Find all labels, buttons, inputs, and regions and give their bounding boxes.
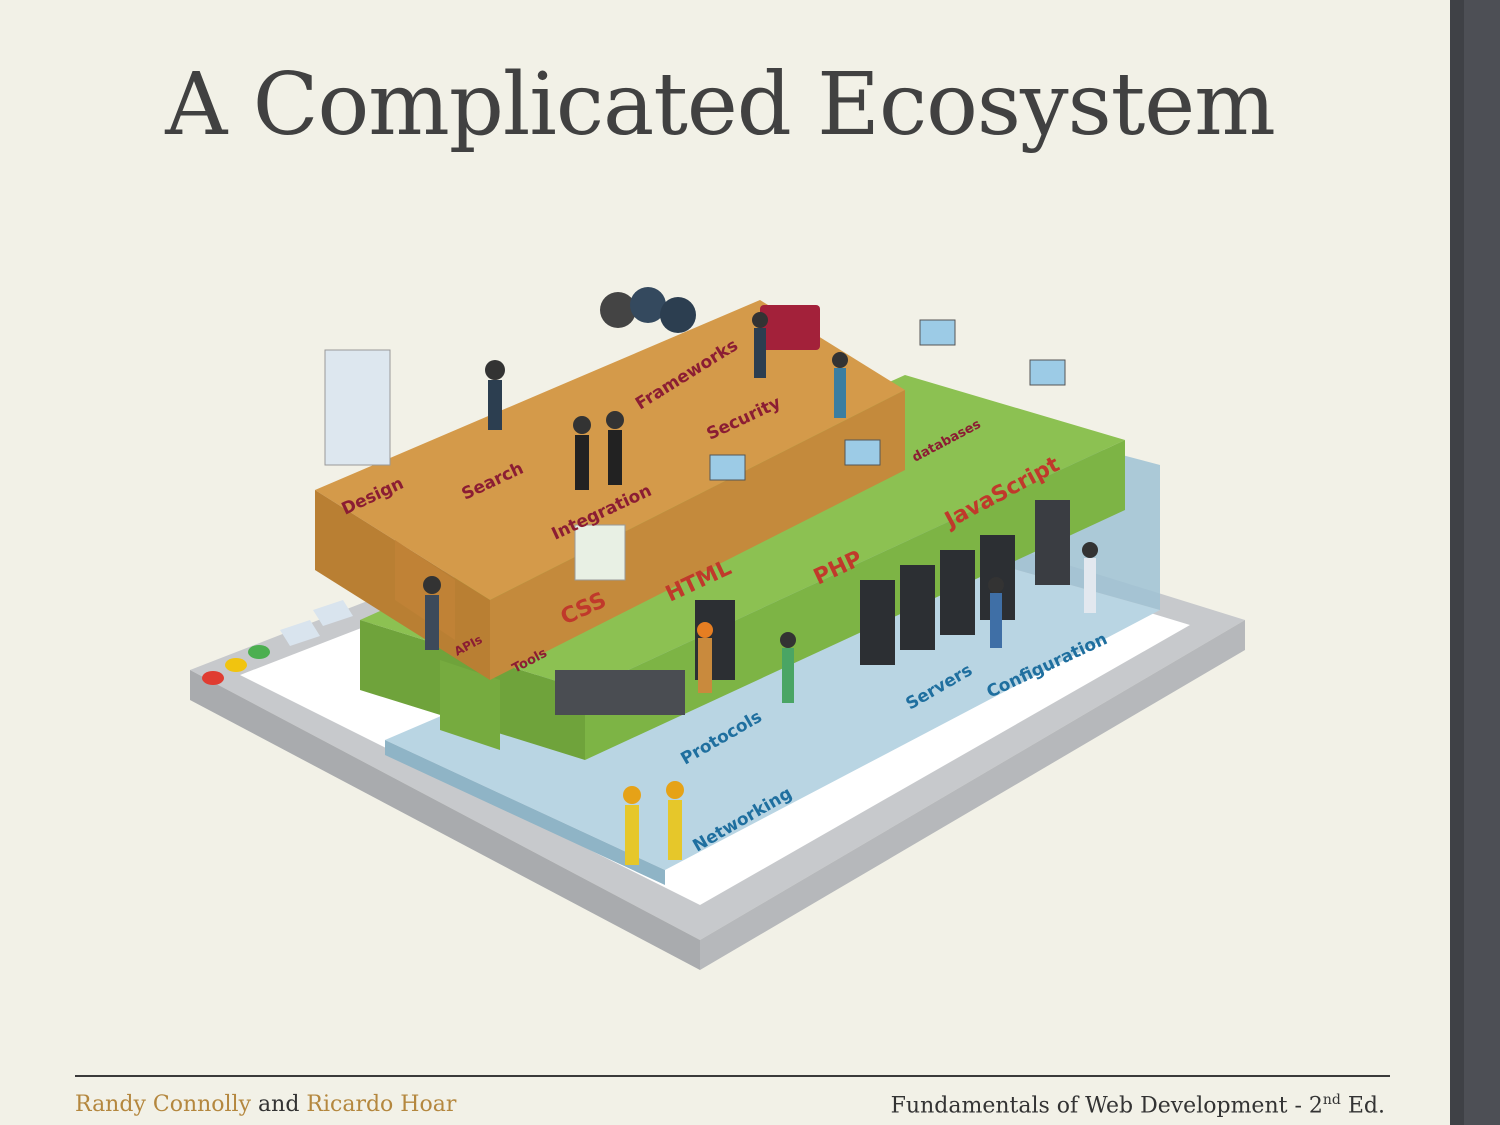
people [423, 287, 1098, 865]
ecosystem-illustration: Design Search Integration Frameworks Sec… [190, 287, 1245, 970]
slide-side-bar [1450, 0, 1500, 1125]
minimize-dot-icon [225, 658, 247, 672]
book-edition-sup: nd [1322, 1092, 1341, 1108]
author-1: Randy Connolly [75, 1092, 252, 1117]
side-bar-stripe [1464, 0, 1500, 1125]
back-arrow-icon [280, 620, 320, 646]
footer-book-title: Fundamentals of Web Development - 2nd Ed… [891, 1092, 1385, 1118]
book-title-text: Fundamentals of Web Development - 2 [890, 1093, 1323, 1119]
side-bar-stripe-dark [1450, 0, 1464, 1125]
author-2: Ricardo Hoar [306, 1092, 457, 1117]
close-dot-icon [202, 671, 224, 685]
forward-arrow-icon [313, 600, 353, 626]
slide-title: A Complicated Ecosystem [165, 55, 1276, 155]
book-edition-suffix: Ed. [1340, 1093, 1385, 1119]
footer-authors: Randy Connolly and Ricardo Hoar [75, 1092, 456, 1117]
maximize-dot-icon [248, 645, 270, 659]
workstations [324, 305, 1066, 715]
footer-divider [75, 1075, 1390, 1077]
author-connector: and [258, 1092, 300, 1117]
